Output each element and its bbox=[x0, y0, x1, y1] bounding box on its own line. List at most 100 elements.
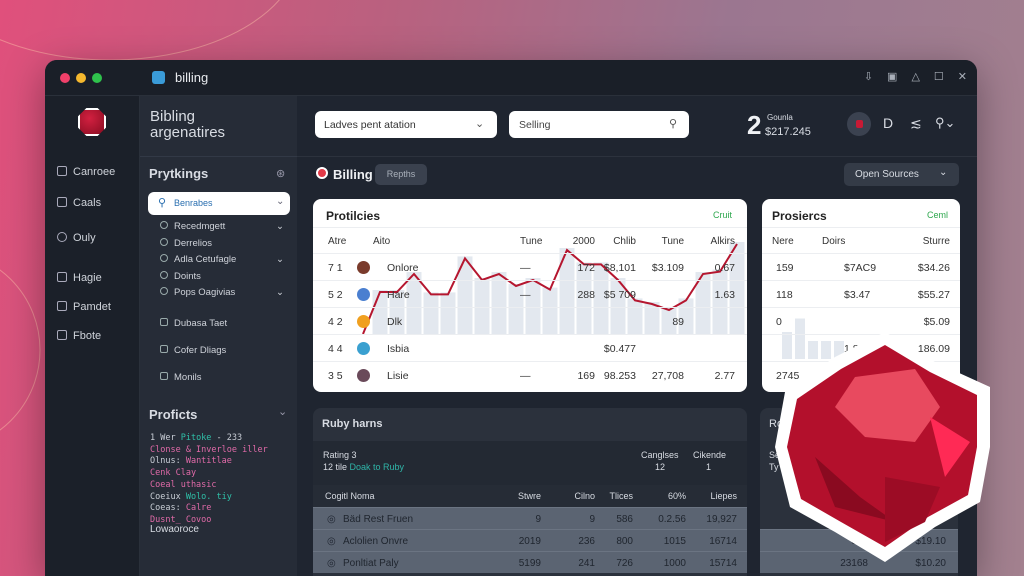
column-header[interactable]: Nere bbox=[772, 236, 794, 247]
column-header[interactable]: Tune bbox=[520, 236, 543, 247]
avatar bbox=[357, 261, 370, 274]
notification-icon[interactable]: △ bbox=[911, 71, 920, 83]
rail-item-ouly[interactable]: Ouly bbox=[57, 232, 96, 244]
column-header[interactable]: Chlib bbox=[613, 236, 636, 247]
table-row[interactable]: 7 1 Onlore —172 $8,101 $3.109 0.67 bbox=[313, 253, 747, 280]
bar bbox=[808, 341, 818, 359]
rail-item-pamdet[interactable]: Pamdet bbox=[57, 301, 111, 313]
card-link[interactable]: Cruit bbox=[713, 210, 733, 220]
app-logo-icon bbox=[152, 71, 165, 84]
project-line[interactable]: 1 Wer Pitoke - 233 bbox=[150, 433, 243, 443]
page-title: Billing bbox=[333, 167, 373, 182]
chevron-down-icon: ⌄ bbox=[276, 254, 284, 265]
project-line[interactable]: Olnus: Wantitlae bbox=[150, 456, 232, 467]
trend-bar bbox=[423, 292, 439, 334]
bar-chart bbox=[782, 318, 844, 359]
table-row[interactable]: ◎ Ponltiat Paly 5199 241 726 1000 15714 bbox=[313, 551, 747, 573]
trend-bar bbox=[440, 292, 456, 334]
sidebar-item[interactable]: Pops Oagivias ⌄ bbox=[160, 287, 284, 298]
sidebar-item[interactable]: Adla Cetufagle ⌄ bbox=[160, 254, 284, 265]
reports-pill[interactable]: Repths bbox=[375, 164, 427, 185]
chevron-down-icon: ⌄ bbox=[939, 167, 948, 178]
sidebar: Bibling argenatires Prytkings ⊛ ⚲ Benrab… bbox=[140, 96, 297, 576]
sidebar-item[interactable]: Doints bbox=[160, 270, 201, 282]
project-line[interactable]: Coeas: Calre bbox=[150, 503, 212, 514]
table-row[interactable]: ◎ Bäd Rest Fruen 9 9 586 0.2.56 19,927 bbox=[313, 507, 747, 529]
trend-bar bbox=[406, 272, 422, 334]
sidebar-search[interactable]: ⚲ Benrabes ⌄ bbox=[148, 192, 290, 215]
column-header[interactable]: Cogitl Noma bbox=[325, 491, 375, 501]
bar bbox=[782, 332, 792, 359]
search-input[interactable]: Selling ⚲ bbox=[509, 111, 689, 138]
decor-circle bbox=[0, 269, 41, 431]
sidebar-item[interactable]: Monils bbox=[160, 372, 201, 383]
sidebar-subtitle: argenatires bbox=[150, 124, 226, 141]
column-header[interactable]: Sturre bbox=[922, 236, 950, 247]
sidebar-item[interactable]: Cofer Dliags bbox=[160, 345, 226, 356]
trend-bar bbox=[695, 272, 711, 334]
trend-bar bbox=[389, 290, 405, 334]
table-row[interactable]: 118 $3.47 $55.27 bbox=[762, 280, 960, 307]
column-header[interactable]: Liepes bbox=[710, 491, 737, 501]
column-header[interactable]: Tune bbox=[661, 236, 684, 247]
row-icon: ◎ bbox=[327, 536, 336, 547]
user-icon bbox=[57, 232, 67, 242]
table-row[interactable]: 4 4 Isbia $0.477 bbox=[313, 334, 747, 361]
zoom-window-button[interactable] bbox=[92, 73, 102, 83]
table-row[interactable]: 159 $7AC9 $34.26 bbox=[762, 253, 960, 280]
column-header[interactable]: Tlices bbox=[609, 491, 633, 501]
column-header[interactable]: 60% bbox=[667, 491, 686, 501]
filter-dropdown[interactable]: Ladves pent atation ⌄ bbox=[315, 111, 497, 138]
trend-bar bbox=[474, 278, 490, 334]
project-line[interactable]: Coeiux Wolo. tiy bbox=[150, 491, 232, 502]
project-line[interactable]: Clonse & Inverloe iller bbox=[150, 444, 268, 455]
settings-icon[interactable]: ⊛ bbox=[276, 168, 286, 180]
open-sources-dropdown[interactable]: Open Sources ⌄ bbox=[844, 163, 959, 186]
download-icon[interactable]: ⇩ bbox=[863, 71, 874, 83]
avatar bbox=[357, 342, 370, 355]
chevron-down-icon[interactable]: ⌄ bbox=[278, 406, 288, 418]
table-row[interactable]: 4 2 Dlk 89 bbox=[313, 307, 747, 334]
trend-bar bbox=[508, 284, 524, 334]
user-icon[interactable]: D bbox=[883, 115, 894, 131]
table-row[interactable]: 5 2 Hare —288 $5 709 1.63 bbox=[313, 280, 747, 307]
table-row[interactable]: ◎ Aclolien Onvre 2019 236 800 1015 16714 bbox=[313, 529, 747, 551]
close-icon[interactable]: ✕ bbox=[957, 71, 967, 83]
rail-item-canroee[interactable]: Canroee bbox=[57, 166, 115, 178]
window-title: billing bbox=[175, 70, 209, 85]
table-row[interactable]: 23168 $10.20 bbox=[760, 551, 958, 573]
column-header[interactable]: Stwre bbox=[517, 491, 541, 501]
avatar bbox=[357, 288, 370, 301]
sidebar-item[interactable]: Recedmgett ⌄ bbox=[160, 221, 284, 232]
card-link[interactable]: Ceml bbox=[927, 210, 949, 220]
project-line[interactable]: Cenk Clay bbox=[150, 468, 197, 479]
sidebar-item[interactable]: Dubasa Taet bbox=[160, 318, 227, 329]
rail-item-hagie[interactable]: Hagie bbox=[57, 272, 102, 284]
column-header[interactable]: Aito bbox=[373, 236, 391, 247]
table-row[interactable]: 0 $5.09 bbox=[762, 307, 960, 334]
project-line[interactable]: Dusnt_ Covoo bbox=[150, 514, 212, 525]
project-line[interactable]: Coeal uthasic bbox=[150, 479, 217, 490]
column-header[interactable]: 2000 bbox=[572, 236, 595, 247]
sidebar-item[interactable]: Derrelios bbox=[160, 237, 212, 249]
pin-icon[interactable]: ⚲⌄ bbox=[935, 115, 956, 130]
rail-item-caals[interactable]: Caals bbox=[57, 197, 101, 209]
panel-link[interactable]: Doak to Ruby bbox=[349, 462, 405, 472]
maximize-icon[interactable]: ☐ bbox=[933, 71, 944, 83]
column-header[interactable]: Doirs bbox=[822, 236, 846, 247]
column-header[interactable]: Cilno bbox=[574, 491, 595, 501]
minimize-window-button[interactable] bbox=[76, 73, 86, 83]
table-row[interactable]: 3 5 Lisie —169 98.253 27,708 2.77 bbox=[313, 361, 747, 388]
close-window-button[interactable] bbox=[60, 73, 70, 83]
projects-title: Proficts bbox=[149, 407, 198, 422]
column-header[interactable]: Atre bbox=[328, 236, 347, 247]
panel-title: Ruby harns bbox=[322, 418, 383, 430]
row-icon: ◎ bbox=[327, 558, 336, 569]
column-header[interactable]: Alkirs bbox=[710, 236, 735, 247]
screenshot-icon[interactable]: ▣ bbox=[887, 71, 898, 83]
sidebar-footer: Lowaoroce bbox=[150, 524, 199, 535]
menu-icon[interactable]: ≲ bbox=[910, 115, 922, 131]
chevron-down-icon: ⌄ bbox=[276, 287, 284, 298]
record-button[interactable] bbox=[847, 112, 871, 136]
rail-item-fbote[interactable]: Fbote bbox=[57, 330, 101, 342]
